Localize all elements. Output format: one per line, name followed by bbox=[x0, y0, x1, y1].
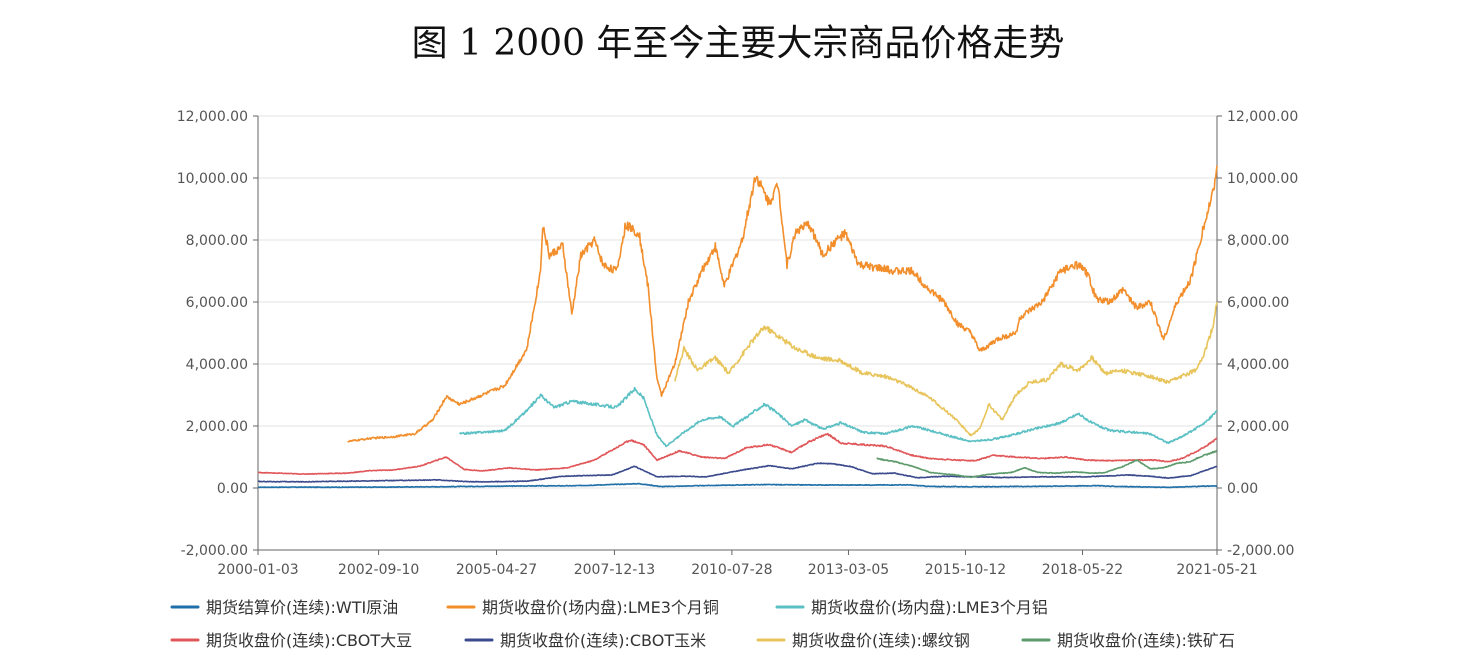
legend-label: 期货收盘价(场内盘):LME3个月铜 bbox=[482, 598, 719, 617]
y-tick-label-right: 4,000.00 bbox=[1227, 357, 1289, 373]
x-tick-label: 2002-09-10 bbox=[338, 562, 419, 578]
legend-label: 期货结算价(连续):WTI原油 bbox=[206, 598, 398, 617]
x-tick-label: 2000-01-03 bbox=[217, 562, 298, 578]
series-lines bbox=[257, 165, 1218, 489]
y-tick-label-right: 10,000.00 bbox=[1227, 171, 1298, 187]
series-line bbox=[257, 462, 1218, 483]
x-tick-label: 2007-12-13 bbox=[574, 562, 655, 578]
series-line bbox=[347, 165, 1218, 443]
y-tick-label-left: -2,000.00 bbox=[181, 543, 248, 559]
y-axis-left-ticks: 12,000.00 10,000.00 8,000.00 6,000.00 4,000.… bbox=[177, 109, 248, 559]
y-tick-label-right: 12,000.00 bbox=[1227, 109, 1298, 125]
series-line bbox=[876, 449, 1218, 479]
y-tick-label-right: 2,000.00 bbox=[1227, 419, 1289, 435]
y-tick-label-left: 6,000.00 bbox=[186, 295, 248, 311]
y-tick-label-right: 6,000.00 bbox=[1227, 295, 1289, 311]
chart-title: 图 1 2000 年至今主要大宗商品价格走势 bbox=[411, 23, 1065, 64]
x-tick-label: 2005-04-27 bbox=[456, 562, 537, 578]
legend-label: 期货收盘价(场内盘):LME3个月铝 bbox=[811, 598, 1048, 617]
y-tick-label-left: 2,000.00 bbox=[186, 419, 248, 435]
x-tick-label: 2010-07-28 bbox=[691, 562, 772, 578]
x-tick-label: 2018-05-22 bbox=[1042, 562, 1123, 578]
series-line bbox=[257, 432, 1218, 476]
legend-label: 期货收盘价(连续):螺纹钢 bbox=[792, 631, 970, 650]
y-tick-label-right: 8,000.00 bbox=[1227, 233, 1289, 249]
series-line bbox=[459, 386, 1218, 448]
x-tick-label: 2015-10-12 bbox=[925, 562, 1006, 578]
x-tick-label: 2013-03-05 bbox=[808, 562, 889, 578]
series-line bbox=[674, 301, 1218, 437]
y-tick-label-left: 8,000.00 bbox=[186, 233, 248, 249]
y-tick-label-left: 12,000.00 bbox=[177, 109, 248, 125]
legend-label: 期货收盘价(连续):铁矿石 bbox=[1057, 631, 1235, 650]
legend: 期货结算价(连续):WTI原油 期货收盘价(场内盘):LME3个月铜 期货收盘价(场… bbox=[170, 598, 1235, 650]
axes bbox=[253, 115, 1222, 555]
y-axis-right-ticks: 12,000.00 10,000.00 8,000.00 6,000.00 4,000.… bbox=[1227, 109, 1298, 559]
series-line bbox=[257, 482, 1218, 489]
legend-label: 期货收盘价(连续):CBOT玉米 bbox=[500, 631, 706, 650]
x-tick-label: 2021-05-21 bbox=[1176, 562, 1257, 578]
y-tick-label-left: 10,000.00 bbox=[177, 171, 248, 187]
legend-label: 期货收盘价(连续):CBOT大豆 bbox=[206, 631, 412, 650]
x-axis-ticks: 2000-01-03 2002-09-10 2005-04-27 2007-12-13… bbox=[217, 562, 1257, 578]
y-tick-label-left: 4,000.00 bbox=[186, 357, 248, 373]
y-tick-label-right: -2,000.00 bbox=[1227, 543, 1294, 559]
y-tick-label-right: 0.00 bbox=[1227, 481, 1258, 497]
y-tick-label-left: 0.00 bbox=[217, 481, 248, 497]
